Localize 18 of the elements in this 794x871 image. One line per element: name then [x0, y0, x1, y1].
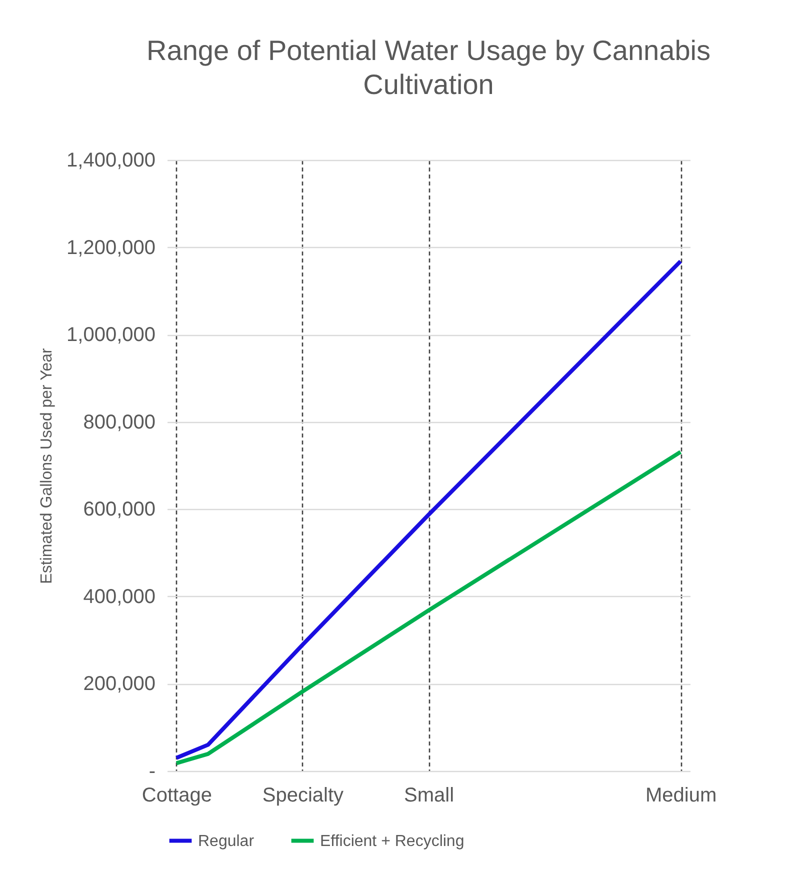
x-tick-label: Medium	[645, 784, 717, 806]
line-series	[174, 450, 683, 766]
y-tick-label: 400,000	[83, 586, 156, 608]
legend-label: Regular	[198, 832, 255, 850]
y-tick-label: 1,400,000	[66, 150, 156, 172]
y-tick-label: 800,000	[83, 411, 156, 434]
y-tick-label: 600,000	[83, 498, 156, 521]
y-tick-label: -	[148, 760, 156, 782]
x-tick-label: Small	[404, 784, 454, 806]
y-tick-label: 200,000	[83, 673, 156, 696]
x-tick-label: Cottage	[142, 784, 212, 806]
x-tick-label: Specialty	[262, 784, 344, 806]
line-series	[174, 259, 683, 760]
y-axis-title: Estimated Gallons Used per Year	[38, 347, 56, 584]
y-tick-label: 1,000,000	[66, 324, 156, 346]
y-tick-label: 1,200,000	[66, 236, 156, 259]
chart-title: Range of Potential Water Usage by Cannabis Cultivation	[146, 35, 710, 100]
legend-label: Efficient + Recycling	[320, 832, 464, 850]
